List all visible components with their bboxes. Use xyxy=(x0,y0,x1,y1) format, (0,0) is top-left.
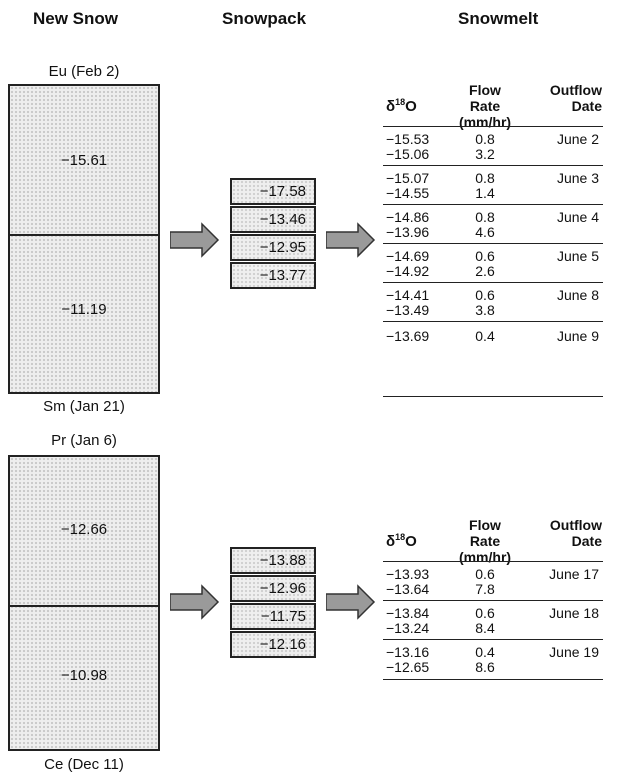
arrow-icon xyxy=(170,584,220,620)
table-header-delta: δ18O xyxy=(386,532,417,550)
flow-value: 0.8 xyxy=(475,170,495,186)
table-rule xyxy=(383,600,603,601)
table-header-flow-rate: Flow Rate (mm/hr) xyxy=(453,517,517,565)
outflow-date: June 3 xyxy=(556,170,599,186)
outflow-date-label: Date xyxy=(571,98,602,114)
snowpack-layer: −12.95 xyxy=(230,234,316,261)
delta-value: −15.06 xyxy=(386,146,430,162)
table-rule xyxy=(383,243,603,244)
outflow-date: June 4 xyxy=(556,209,599,225)
outflow-label: Outflow xyxy=(549,517,602,533)
outflow-date: June 2 xyxy=(556,131,599,147)
table-rule xyxy=(383,126,603,127)
flow-value: 1.4 xyxy=(475,185,495,201)
outflow-date: June 5 xyxy=(556,248,599,264)
snowpack-layer: −11.75 xyxy=(230,603,316,630)
flow-rate-unit: (mm/hr) xyxy=(458,114,512,130)
flow-value: 0.6 xyxy=(475,248,495,264)
delta-value: −13.64 xyxy=(386,581,430,597)
flow-value: 8.4 xyxy=(475,620,495,636)
new-snow-bottom-value-2: −10.98 xyxy=(60,667,108,684)
snowpack-layer: −13.77 xyxy=(230,262,316,289)
flow-rate-label: Flow Rate xyxy=(469,82,501,114)
new-snow-top-value-2: −12.66 xyxy=(60,521,108,538)
delta-value: −14.55 xyxy=(386,185,430,201)
header-snowmelt: Snowmelt xyxy=(458,9,539,28)
flow-value: 0.4 xyxy=(475,328,495,344)
snowpack-layer: −17.58 xyxy=(230,178,316,205)
table-rule xyxy=(383,204,603,205)
new-snow-bottom-value-1: −11.19 xyxy=(61,301,107,318)
flow-value: 0.6 xyxy=(475,605,495,621)
outflow-date: June 18 xyxy=(549,605,599,621)
arrow-icon xyxy=(326,222,376,258)
delta-value: −13.96 xyxy=(386,224,430,240)
delta-value: −15.07 xyxy=(386,170,430,186)
new-snow-top-label-1: Eu (Feb 2) xyxy=(48,63,120,80)
flow-rate-label: Flow Rate xyxy=(469,517,501,549)
outflow-date: June 19 xyxy=(549,644,599,660)
delta-value: −14.92 xyxy=(386,263,430,279)
delta-value: −13.69 xyxy=(386,328,430,344)
table-header-outflow: Outflow Date xyxy=(528,82,602,114)
flow-value: 8.6 xyxy=(475,659,495,675)
table-rule xyxy=(383,396,603,397)
flow-value: 0.4 xyxy=(475,644,495,660)
snowpack-stack-2: −13.88 −12.96 −11.75 −12.16 xyxy=(230,547,316,658)
flow-value: 3.8 xyxy=(475,302,495,318)
delta-value: −14.69 xyxy=(386,248,430,264)
outflow-date-label: Date xyxy=(571,533,602,549)
header-new-snow: New Snow xyxy=(33,9,119,28)
outflow-date: June 9 xyxy=(556,328,599,344)
table-header-delta: δ18O xyxy=(386,97,417,115)
flow-value: 2.6 xyxy=(475,263,495,279)
new-snow-column-1: −15.61 −11.19 xyxy=(8,84,160,394)
flow-value: 7.8 xyxy=(475,581,495,597)
flow-value: 0.6 xyxy=(475,566,495,582)
delta-value: −13.93 xyxy=(386,566,430,582)
table-rule xyxy=(383,321,603,322)
delta-value: −13.84 xyxy=(386,605,430,621)
delta-value: −13.24 xyxy=(386,620,430,636)
outflow-label: Outflow xyxy=(549,82,602,98)
new-snow-bottom-label-2: Ce (Dec 11) xyxy=(44,756,124,773)
delta-value: −15.53 xyxy=(386,131,430,147)
table-rule xyxy=(383,282,603,283)
snowpack-layer: −12.16 xyxy=(230,631,316,658)
new-snow-top-label-2: Pr (Jan 6) xyxy=(51,432,117,449)
outflow-date: June 8 xyxy=(556,287,599,303)
delta-value: −14.86 xyxy=(386,209,430,225)
table-rule xyxy=(383,165,603,166)
delta-value: −14.41 xyxy=(386,287,430,303)
snowpack-layer: −13.46 xyxy=(230,206,316,233)
flow-value: 0.8 xyxy=(475,131,495,147)
arrow-icon xyxy=(326,584,376,620)
outflow-date: June 17 xyxy=(549,566,599,582)
header-snowpack: Snowpack xyxy=(222,9,307,28)
flow-value: 0.6 xyxy=(475,287,495,303)
new-snow-divider-1 xyxy=(10,234,158,236)
flow-value: 0.8 xyxy=(475,209,495,225)
flow-rate-unit: (mm/hr) xyxy=(458,549,512,565)
delta-value: −13.16 xyxy=(386,644,430,660)
delta-value: −13.49 xyxy=(386,302,430,318)
delta-value: −12.65 xyxy=(386,659,430,675)
arrow-icon xyxy=(170,222,220,258)
snowpack-stack-1: −17.58 −13.46 −12.95 −13.77 xyxy=(230,178,316,289)
new-snow-bottom-label-1: Sm (Jan 21) xyxy=(43,398,125,415)
flow-value: 3.2 xyxy=(475,146,495,162)
new-snow-top-value-1: −15.61 xyxy=(60,152,108,169)
new-snow-divider-2 xyxy=(10,605,158,607)
snowpack-layer: −12.96 xyxy=(230,575,316,602)
table-header-outflow: Outflow Date xyxy=(528,517,602,549)
new-snow-column-2: −12.66 −10.98 xyxy=(8,455,160,751)
table-header-flow-rate: Flow Rate (mm/hr) xyxy=(453,82,517,130)
table-rule xyxy=(383,561,603,562)
snowpack-layer: −13.88 xyxy=(230,547,316,574)
table-rule xyxy=(383,679,603,680)
flow-value: 4.6 xyxy=(475,224,495,240)
table-rule xyxy=(383,639,603,640)
